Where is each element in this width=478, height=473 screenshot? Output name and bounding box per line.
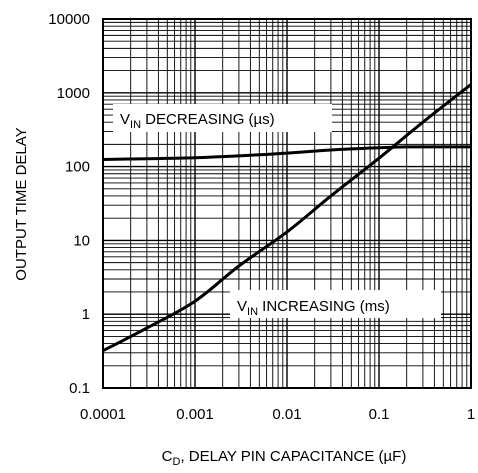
y-axis-label: OUTPUT TIME DELAY xyxy=(13,127,30,280)
x-tick-label: 0.1 xyxy=(369,406,390,423)
y-tick-label: 100 xyxy=(65,159,90,176)
annotations: VIN DECREASING (µs) VIN INCREASING (ms) xyxy=(113,104,441,318)
x-tick-label: 0.0001 xyxy=(80,406,126,423)
y-tick-label: 1 xyxy=(82,306,90,323)
label-vin-decreasing-bg xyxy=(113,104,332,132)
label-vin-increasing: VIN INCREASING (ms) xyxy=(237,298,390,318)
label-vin-decreasing: VIN DECREASING (µs) xyxy=(120,111,275,131)
plot-frame xyxy=(102,18,472,389)
grid xyxy=(102,18,472,389)
series-line-vin-increasing xyxy=(102,83,472,353)
y-tick-label: 1000 xyxy=(57,85,90,102)
y-tick-label: 10000 xyxy=(48,11,90,28)
x-tick-label: 0.01 xyxy=(272,406,301,423)
y-tick-label: 0.1 xyxy=(69,380,90,397)
series-lines xyxy=(102,83,472,353)
x-axis-label: CD, DELAY PIN CAPACITANCE (µF) xyxy=(162,448,407,468)
y-tick-label: 10 xyxy=(73,232,90,249)
x-tick-label: 0.001 xyxy=(176,406,214,423)
x-tick-label: 1 xyxy=(467,406,475,423)
tick-labels: 0.0001 0.001 0.01 0.1 1 0.1 1 10 100 1000 10000 xyxy=(48,11,475,423)
label-vin-increasing-bg xyxy=(230,290,441,318)
series-line-vin-decreasing xyxy=(102,145,471,161)
